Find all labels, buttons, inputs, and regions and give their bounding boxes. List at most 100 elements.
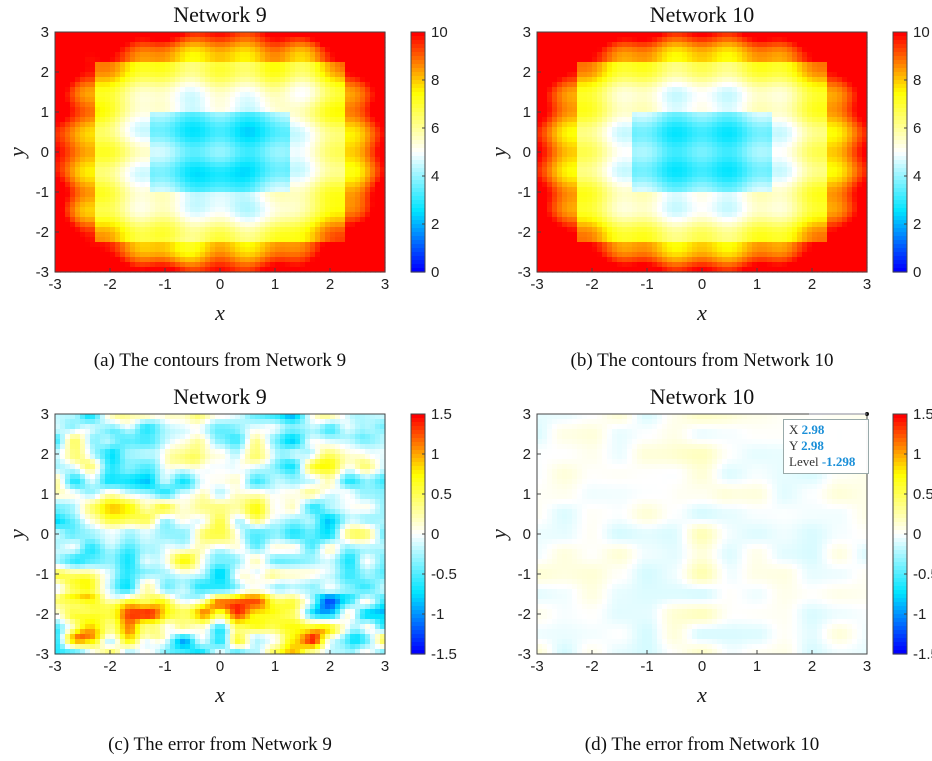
heatmap-cell bbox=[180, 57, 186, 63]
heatmap-cell bbox=[115, 252, 121, 258]
heatmap-cell bbox=[215, 172, 221, 178]
heatmap-cell bbox=[697, 247, 703, 253]
heatmap-cell bbox=[692, 197, 698, 203]
heatmap-cell bbox=[370, 242, 376, 248]
heatmap-cell bbox=[375, 172, 381, 178]
heatmap-cell bbox=[60, 262, 66, 268]
heatmap-cell bbox=[190, 37, 196, 43]
heatmap-cell bbox=[340, 242, 346, 248]
heatmap-cell bbox=[145, 62, 151, 68]
heatmap-cell bbox=[280, 42, 286, 48]
heatmap-cell bbox=[712, 207, 718, 213]
heatmap-cell bbox=[285, 197, 291, 203]
heatmap-cell bbox=[627, 102, 633, 108]
heatmap-cell bbox=[667, 77, 673, 83]
colorbar-cell bbox=[411, 180, 425, 185]
heatmap-cell bbox=[190, 32, 196, 38]
heatmap-cell bbox=[622, 137, 628, 143]
heatmap-cell bbox=[265, 72, 271, 78]
heatmap-cell bbox=[697, 117, 703, 123]
heatmap-cell bbox=[637, 197, 643, 203]
heatmap-cell bbox=[602, 47, 608, 53]
heatmap-cell bbox=[547, 127, 553, 133]
heatmap-cell bbox=[300, 37, 306, 43]
heatmap-cell bbox=[315, 102, 321, 108]
heatmap-cell bbox=[245, 87, 251, 93]
heatmap-cell bbox=[150, 222, 156, 228]
heatmap-cell bbox=[205, 167, 211, 173]
heatmap-cell bbox=[100, 142, 106, 148]
heatmap-cell bbox=[632, 37, 638, 43]
heatmap-cell bbox=[582, 242, 588, 248]
heatmap-cell bbox=[682, 152, 688, 158]
heatmap-cell bbox=[160, 132, 166, 138]
heatmap-cell bbox=[602, 267, 608, 273]
heatmap-cell bbox=[667, 37, 673, 43]
heatmap-cell bbox=[225, 57, 231, 63]
heatmap-cell bbox=[160, 222, 166, 228]
heatmap-cell bbox=[95, 47, 101, 53]
heatmap-cell bbox=[360, 207, 366, 213]
heatmap-cell bbox=[552, 267, 558, 273]
heatmap-cell bbox=[370, 227, 376, 233]
heatmap-cell bbox=[375, 182, 381, 188]
heatmap-cell bbox=[85, 97, 91, 103]
heatmap-cell bbox=[215, 252, 221, 258]
heatmap-cell bbox=[350, 62, 356, 68]
heatmap-cell bbox=[692, 167, 698, 173]
heatmap-cell bbox=[55, 212, 61, 218]
heatmap-cell bbox=[602, 237, 608, 243]
heatmap-cell bbox=[380, 112, 386, 118]
heatmap-cell bbox=[245, 152, 251, 158]
heatmap-cell bbox=[75, 52, 81, 58]
heatmap-cell bbox=[360, 112, 366, 118]
heatmap-cell bbox=[190, 87, 196, 93]
heatmap-cell bbox=[70, 232, 76, 238]
heatmap-cell bbox=[567, 122, 573, 128]
heatmap-cell bbox=[215, 232, 221, 238]
heatmap-cell bbox=[60, 192, 66, 198]
heatmap-cell bbox=[622, 122, 628, 128]
heatmap-cell bbox=[275, 237, 281, 243]
heatmap-cell bbox=[305, 102, 311, 108]
heatmap-cell bbox=[280, 172, 286, 178]
heatmap-cell bbox=[355, 97, 361, 103]
heatmap-cell bbox=[667, 267, 673, 273]
heatmap-cell bbox=[150, 237, 156, 243]
heatmap-cell bbox=[155, 112, 161, 118]
heatmap-cell bbox=[542, 167, 548, 173]
heatmap-cell bbox=[652, 197, 658, 203]
heatmap-cell bbox=[185, 152, 191, 158]
heatmap-cell bbox=[330, 187, 336, 193]
heatmap-cell bbox=[140, 207, 146, 213]
heatmap-cell bbox=[667, 167, 673, 173]
heatmap-cell bbox=[155, 47, 161, 53]
heatmap-cell bbox=[110, 137, 116, 143]
heatmap-cell bbox=[617, 122, 623, 128]
heatmap-cell bbox=[160, 182, 166, 188]
heatmap-cell bbox=[647, 182, 653, 188]
heatmap-cell bbox=[657, 112, 663, 118]
heatmap-cell bbox=[597, 262, 603, 268]
heatmap-cell bbox=[607, 252, 613, 258]
heatmap-cell bbox=[682, 122, 688, 128]
heatmap-cell bbox=[80, 137, 86, 143]
heatmap-cell bbox=[160, 112, 166, 118]
heatmap-cell bbox=[210, 217, 216, 223]
heatmap-cell bbox=[265, 172, 271, 178]
heatmap-cell bbox=[652, 102, 658, 108]
heatmap-cell bbox=[355, 112, 361, 118]
heatmap-cell bbox=[105, 177, 111, 183]
heatmap-cell bbox=[577, 117, 583, 123]
heatmap-cell bbox=[235, 42, 241, 48]
heatmap-cell bbox=[682, 192, 688, 198]
heatmap-cell bbox=[567, 77, 573, 83]
heatmap-cell bbox=[647, 77, 653, 83]
heatmap-cell bbox=[607, 62, 613, 68]
heatmap-cell bbox=[712, 212, 718, 218]
heatmap-cell bbox=[712, 192, 718, 198]
heatmap-cell bbox=[145, 82, 151, 88]
heatmap-cell bbox=[577, 222, 583, 228]
